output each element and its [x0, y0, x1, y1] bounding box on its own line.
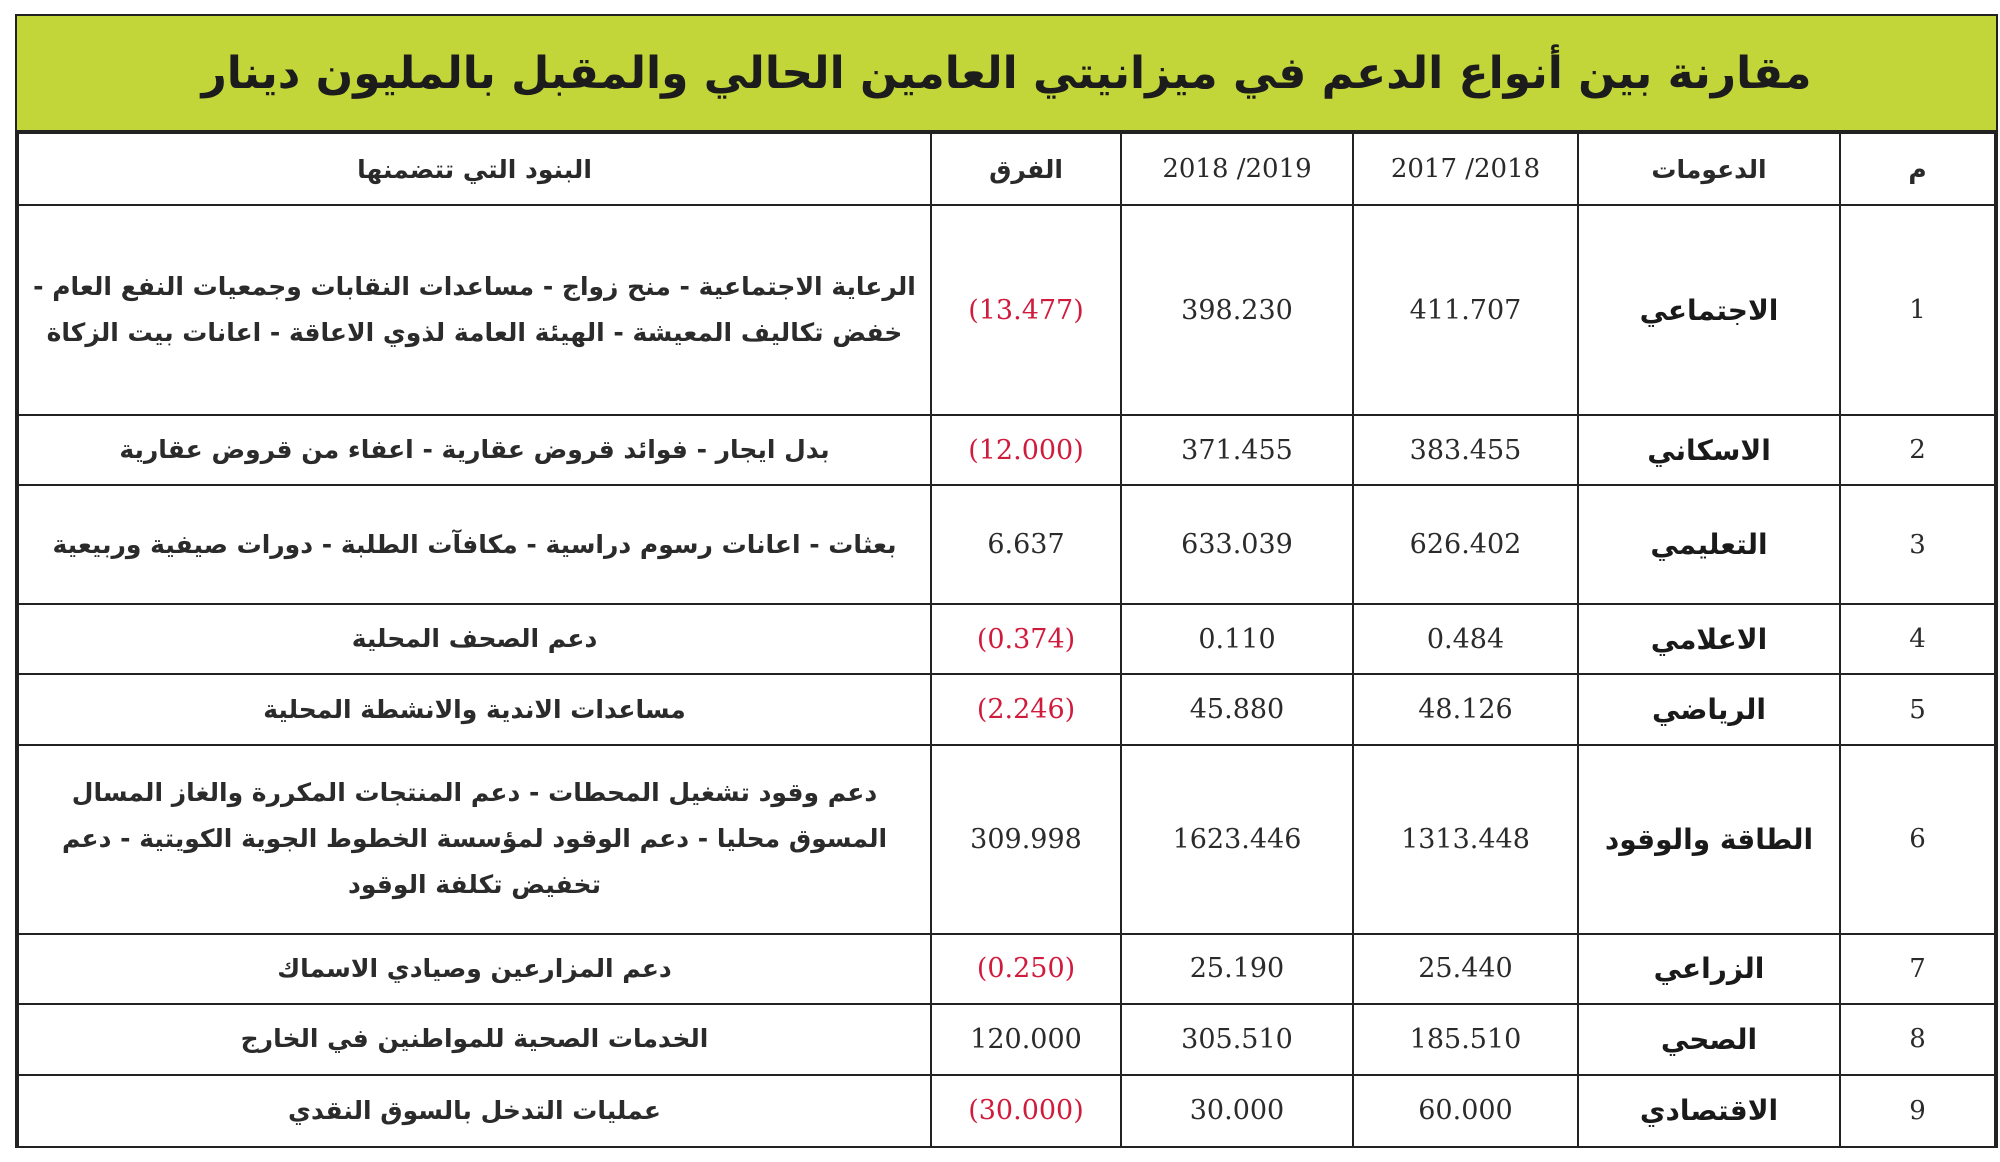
row-difference: (12.000): [930, 414, 1122, 487]
row-subsidy-type: الزراعي: [1577, 932, 1841, 1006]
row-difference: (13.477): [930, 203, 1122, 417]
row-difference: 120.000: [930, 1003, 1122, 1076]
row-difference: 309.998: [930, 743, 1122, 935]
row-value-2018-2019: 371.455: [1120, 414, 1354, 487]
row-included-items: عمليات التدخل بالسوق النقدي: [17, 1073, 932, 1149]
row-included-items: دعم وقود تشغيل المحطات - دعم المنتجات ال…: [17, 743, 932, 935]
row-value-2018-2019: 30.000: [1120, 1073, 1354, 1149]
row-index: 3: [1839, 484, 1996, 606]
header-type: الدعومات: [1577, 132, 1841, 206]
row-subsidy-type: الرياضي: [1577, 673, 1841, 746]
row-value-2017-2018: 60.000: [1352, 1073, 1579, 1149]
table-row: 7 الزراعي 25.440 25.190 (0.250) دعم المزارعين…: [17, 932, 1996, 1006]
row-value-2018-2019: 305.510: [1120, 1003, 1354, 1076]
row-index: 6: [1839, 743, 1996, 935]
row-index: 1: [1839, 203, 1996, 417]
row-included-items: دعم الصحف المحلية: [17, 603, 932, 676]
row-subsidy-type: الاقتصادي: [1577, 1073, 1841, 1149]
table-row: 6 الطاقة والوقود 1313.448 1623.446 309.998 دع…: [17, 743, 1996, 935]
row-difference: (0.250): [930, 932, 1122, 1006]
row-value-2018-2019: 1623.446: [1120, 743, 1354, 935]
row-index: 8: [1839, 1003, 1996, 1076]
row-index: 9: [1839, 1073, 1996, 1149]
row-difference: (30.000): [930, 1073, 1122, 1149]
row-difference: (0.374): [930, 603, 1122, 676]
row-value-2017-2018: 25.440: [1352, 932, 1579, 1006]
row-value-2017-2018: 185.510: [1352, 1003, 1579, 1076]
subsidy-table: م الدعومات 2017 /2018 2018 /2019 الفرق ا…: [17, 132, 1996, 1149]
table-row: 2 الاسكاني 383.455 371.455 (12.000) بدل ايجار…: [17, 414, 1996, 487]
row-value-2017-2018: 0.484: [1352, 603, 1579, 676]
table-row: 5 الرياضي 48.126 45.880 (2.246) مساعدات الاند…: [17, 673, 1996, 746]
row-value-2017-2018: 411.707: [1352, 203, 1579, 417]
row-included-items: مساعدات الاندية والانشطة المحلية: [17, 673, 932, 746]
row-value-2018-2019: 25.190: [1120, 932, 1354, 1006]
subsidy-comparison-sheet: مقارنة بين أنواع الدعم في ميزانيتي العام…: [15, 14, 1998, 1149]
table-row: 8 الصحي 185.510 305.510 120.000 الخدمات الصحي…: [17, 1003, 1996, 1076]
table-row: 3 التعليمي 626.402 633.039 6.637 بعثات - اعان…: [17, 484, 1996, 606]
row-included-items: الرعاية الاجتماعية - منح زواج - مساعدات …: [17, 203, 932, 417]
row-included-items: دعم المزارعين وصيادي الاسماك: [17, 932, 932, 1006]
header-year-2017: 2017 /2018: [1352, 132, 1579, 206]
row-index: 7: [1839, 932, 1996, 1006]
row-value-2018-2019: 633.039: [1120, 484, 1354, 606]
row-subsidy-type: الاعلامي: [1577, 603, 1841, 676]
row-difference: 6.637: [930, 484, 1122, 606]
row-value-2018-2019: 45.880: [1120, 673, 1354, 746]
row-value-2017-2018: 383.455: [1352, 414, 1579, 487]
row-value-2017-2018: 1313.448: [1352, 743, 1579, 935]
table-row: 4 الاعلامي 0.484 0.110 (0.374) دعم الصحف المح…: [17, 603, 1996, 676]
row-value-2017-2018: 48.126: [1352, 673, 1579, 746]
header-row: م الدعومات 2017 /2018 2018 /2019 الفرق ا…: [17, 132, 1996, 206]
row-index: 4: [1839, 603, 1996, 676]
table-row: 9 الاقتصادي 60.000 30.000 (30.000) عمليات الت…: [17, 1073, 1996, 1149]
row-included-items: بعثات - اعانات رسوم دراسية - مكافآت الطل…: [17, 484, 932, 606]
row-subsidy-type: الطاقة والوقود: [1577, 743, 1841, 935]
row-subsidy-type: التعليمي: [1577, 484, 1841, 606]
row-subsidy-type: الصحي: [1577, 1003, 1841, 1076]
page-title: مقارنة بين أنواع الدعم في ميزانيتي العام…: [201, 47, 1812, 99]
title-bar: مقارنة بين أنواع الدعم في ميزانيتي العام…: [17, 16, 1996, 132]
row-subsidy-type: الاجتماعي: [1577, 203, 1841, 417]
row-value-2018-2019: 0.110: [1120, 603, 1354, 676]
row-value-2018-2019: 398.230: [1120, 203, 1354, 417]
row-index: 2: [1839, 414, 1996, 487]
header-diff: الفرق: [930, 132, 1122, 206]
row-included-items: الخدمات الصحية للمواطنين في الخارج: [17, 1003, 932, 1076]
row-included-items: بدل ايجار - فوائد قروض عقارية - اعفاء من…: [17, 414, 932, 487]
table-row: 1 الاجتماعي 411.707 398.230 (13.477) الرعاية …: [17, 203, 1996, 417]
header-index: م: [1839, 132, 1996, 206]
header-year-2018: 2018 /2019: [1120, 132, 1354, 206]
row-difference: (2.246): [930, 673, 1122, 746]
header-items: البنود التي تتضمنها: [17, 132, 932, 206]
row-index: 5: [1839, 673, 1996, 746]
row-subsidy-type: الاسكاني: [1577, 414, 1841, 487]
row-value-2017-2018: 626.402: [1352, 484, 1579, 606]
